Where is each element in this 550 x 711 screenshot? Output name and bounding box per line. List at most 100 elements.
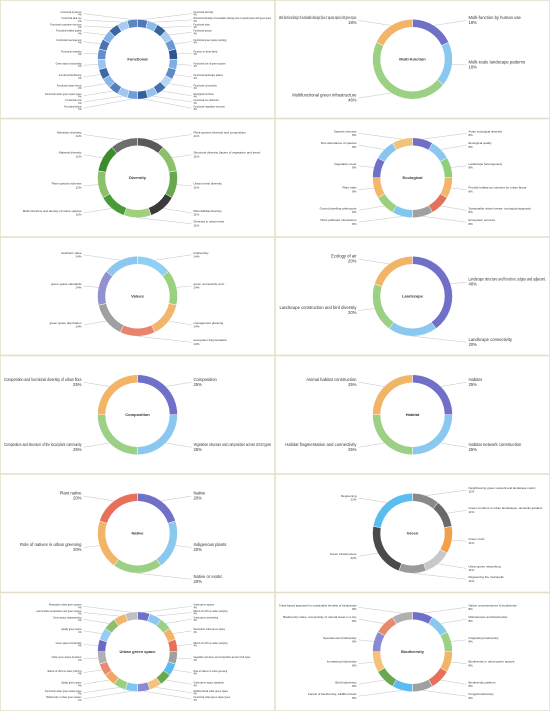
donut-slice xyxy=(428,193,448,213)
slice-label: Microhabitat diversity xyxy=(194,209,223,213)
donut-slice xyxy=(99,492,138,524)
slice-value-label: 4% xyxy=(78,43,81,45)
slice-label: Biodiversity index, connectivity of natu… xyxy=(283,615,357,619)
donut-slice xyxy=(119,324,156,337)
leader-line xyxy=(83,96,123,103)
slice-value-label: 8% xyxy=(469,133,474,137)
donut-slice xyxy=(398,562,427,574)
slice-value-label: 25% xyxy=(469,447,478,452)
donut-slice xyxy=(374,255,413,287)
slice-value-label: 11% xyxy=(194,213,200,217)
slice-value-label: 20% xyxy=(469,342,478,347)
leader-line xyxy=(451,661,467,664)
slice-value-label: 20% xyxy=(348,259,357,264)
chart-panel: Multi-function Multi-function by human us… xyxy=(274,0,550,119)
slice-label: Functional plants xyxy=(64,105,82,108)
slice-value-label: 20% xyxy=(348,310,357,315)
donut-slice xyxy=(377,193,397,213)
slice-label: Functional green space typology xyxy=(194,39,228,42)
slice-label: Ecological quality xyxy=(469,141,493,145)
slice-value-label: 4% xyxy=(78,15,81,17)
slice-value-label: 8% xyxy=(352,684,357,688)
center-label: Native xyxy=(131,530,144,535)
slice-value-label: 4% xyxy=(194,103,197,105)
donut-slice xyxy=(372,374,413,415)
leader-line xyxy=(172,154,192,158)
slice-value-label: 8% xyxy=(352,696,357,700)
donut-slice xyxy=(97,374,138,415)
leader-line xyxy=(358,690,403,697)
panel-frame xyxy=(0,236,276,356)
slice-label: Landscape structure and function, edges … xyxy=(469,277,547,282)
slice-label: Functional networks xyxy=(61,50,82,53)
leader-line xyxy=(83,13,133,20)
donut-slice xyxy=(439,526,453,554)
slice-value-label: 4% xyxy=(194,620,197,622)
center-label: Green xyxy=(407,530,419,535)
donut-slice xyxy=(124,611,138,622)
slice-value-label: 4% xyxy=(194,700,197,702)
donut-slice xyxy=(148,193,173,216)
slice-value-label: 11% xyxy=(194,154,200,158)
slice-label: Functional urban green space types xyxy=(45,93,82,96)
donut-slice xyxy=(432,502,453,528)
slice-value-label: 14% xyxy=(194,286,200,290)
slice-label: Landscape construction and bird diversit… xyxy=(279,305,357,310)
slice-value-label: 4% xyxy=(194,15,197,17)
slice-value-label: 4% xyxy=(78,21,81,23)
donut-slice xyxy=(111,137,138,154)
slice-label: Functional landscape pattern xyxy=(194,74,224,77)
slice-label: Avian ecological diversity xyxy=(469,129,503,133)
slice-label: Animal habitat construction xyxy=(306,377,357,382)
donut-slice xyxy=(97,146,118,173)
leader-line xyxy=(358,607,403,614)
slice-value-label: 4% xyxy=(78,694,81,696)
donut-slice xyxy=(428,616,448,637)
slice-label: Functional land use xyxy=(62,17,83,20)
slice-value-label: 11% xyxy=(76,213,82,217)
donut-slice xyxy=(412,414,453,456)
leader-line xyxy=(83,612,120,617)
slice-value-label: 22% xyxy=(350,498,356,502)
leader-line xyxy=(143,606,192,613)
slice-value-label: 18% xyxy=(469,65,478,70)
slice-value-label: 11% xyxy=(76,185,82,189)
slice-label: Functional urban green space types xyxy=(45,690,82,693)
slice-label: Functional vegetation structure xyxy=(194,105,226,108)
slice-label: Fungal biodiversity xyxy=(469,692,495,696)
center-label: Diversity xyxy=(129,175,147,180)
leader-line xyxy=(83,64,98,66)
slice-label: Functional diversity xyxy=(194,11,215,14)
donut-slice xyxy=(412,18,450,46)
slice-value-label: 4% xyxy=(194,674,197,676)
donut-slice xyxy=(137,681,151,693)
donut-slice xyxy=(105,255,138,277)
slice-value-label: 25% xyxy=(348,382,357,387)
slice-value-label: 8% xyxy=(469,663,474,667)
leader-line xyxy=(358,205,385,211)
donut-slice xyxy=(97,170,111,199)
slice-value-label: 4% xyxy=(78,103,81,105)
slice-label: Multi-functional design of sustainable d… xyxy=(279,15,357,20)
leader-line xyxy=(358,497,387,503)
slice-label: Plant native xyxy=(60,491,83,496)
panel-frame xyxy=(0,0,276,119)
slice-label: Function in urban fabric xyxy=(194,50,219,53)
slice-label: Landscape heterogeneity xyxy=(469,162,503,166)
slice-label: Facets of biodiversity, wildlife forests xyxy=(308,692,357,696)
donut-slice xyxy=(137,255,170,277)
slice-label: Plant species richness xyxy=(52,182,82,186)
leader-line xyxy=(169,83,192,88)
leader-line xyxy=(83,154,103,158)
slice-value-label: 25% xyxy=(194,447,203,452)
slice-value-label: 4% xyxy=(194,646,197,648)
slice-label: Sustainable urban forests: ecological ap… xyxy=(469,206,532,210)
donut-slice xyxy=(137,137,164,154)
slice-label: Functional urban forests xyxy=(57,84,82,87)
leader-line xyxy=(142,13,192,20)
slice-label: Spontaneous biodiversity xyxy=(323,636,357,640)
slice-value-label: 4% xyxy=(194,78,197,80)
slice-label: Green space functionality xyxy=(56,62,83,65)
